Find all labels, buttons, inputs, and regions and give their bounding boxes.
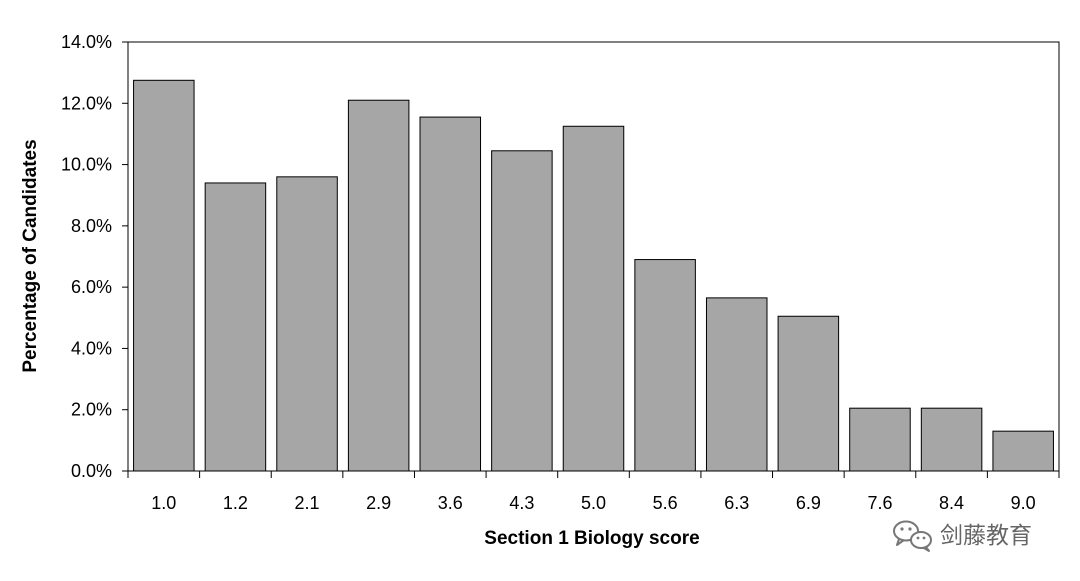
x-tick-label: 5.6 [653,493,678,513]
bar [276,176,338,472]
bar [491,150,553,472]
wechat-icon [893,520,932,552]
bar [634,259,696,472]
y-tick-label: 12.0% [61,93,112,113]
x-tick-label: 7.6 [867,493,892,513]
bar [133,79,195,472]
x-tick-label: 3.6 [438,493,463,513]
x-tick-label: 8.4 [939,493,964,513]
y-tick-label: 8.0% [71,216,112,236]
x-axis: 1.0 1.2 2.1 2.9 3.6 4.3 5.0 5.6 6.3 6.9 7.6 8.4 9.0 [127,471,1060,513]
x-tick-label: 9.0 [1011,493,1036,513]
y-tick-label: 10.0% [61,155,112,175]
x-tick-label: 2.9 [366,493,391,513]
bar [992,430,1054,472]
bar [777,315,840,472]
x-tick-label: 6.9 [796,493,821,513]
bar [562,125,625,472]
y-axis-title: Percentage of Candidates [20,139,41,372]
x-tick-label: 1.0 [151,493,176,513]
y-tick-label: 0.0% [71,461,112,481]
y-tick-label: 14.0% [61,32,112,52]
x-tick-label: 6.3 [724,493,749,513]
bars [133,79,1054,472]
bar [204,182,267,472]
bar [347,99,410,472]
bar [849,407,911,472]
x-tick-label: 1.2 [223,493,248,513]
bar [705,297,768,472]
bar [920,407,983,472]
x-axis-title: Section 1 Biology score [484,528,699,549]
x-tick-label: 2.1 [295,493,320,513]
bar [419,116,482,472]
x-tick-label: 4.3 [509,493,534,513]
y-tick-label: 6.0% [71,277,112,297]
y-tick-label: 2.0% [71,400,112,420]
watermark-text: 剑藤教育 [940,523,1032,549]
x-tick-label: 5.0 [581,493,606,513]
y-tick-label: 4.0% [71,338,112,358]
y-axis: 0.0% 2.0% 4.0% 6.0% 8.0% 10.0% 12.0% 14.0% [61,32,128,481]
watermark: 剑藤教育 [893,520,1032,552]
